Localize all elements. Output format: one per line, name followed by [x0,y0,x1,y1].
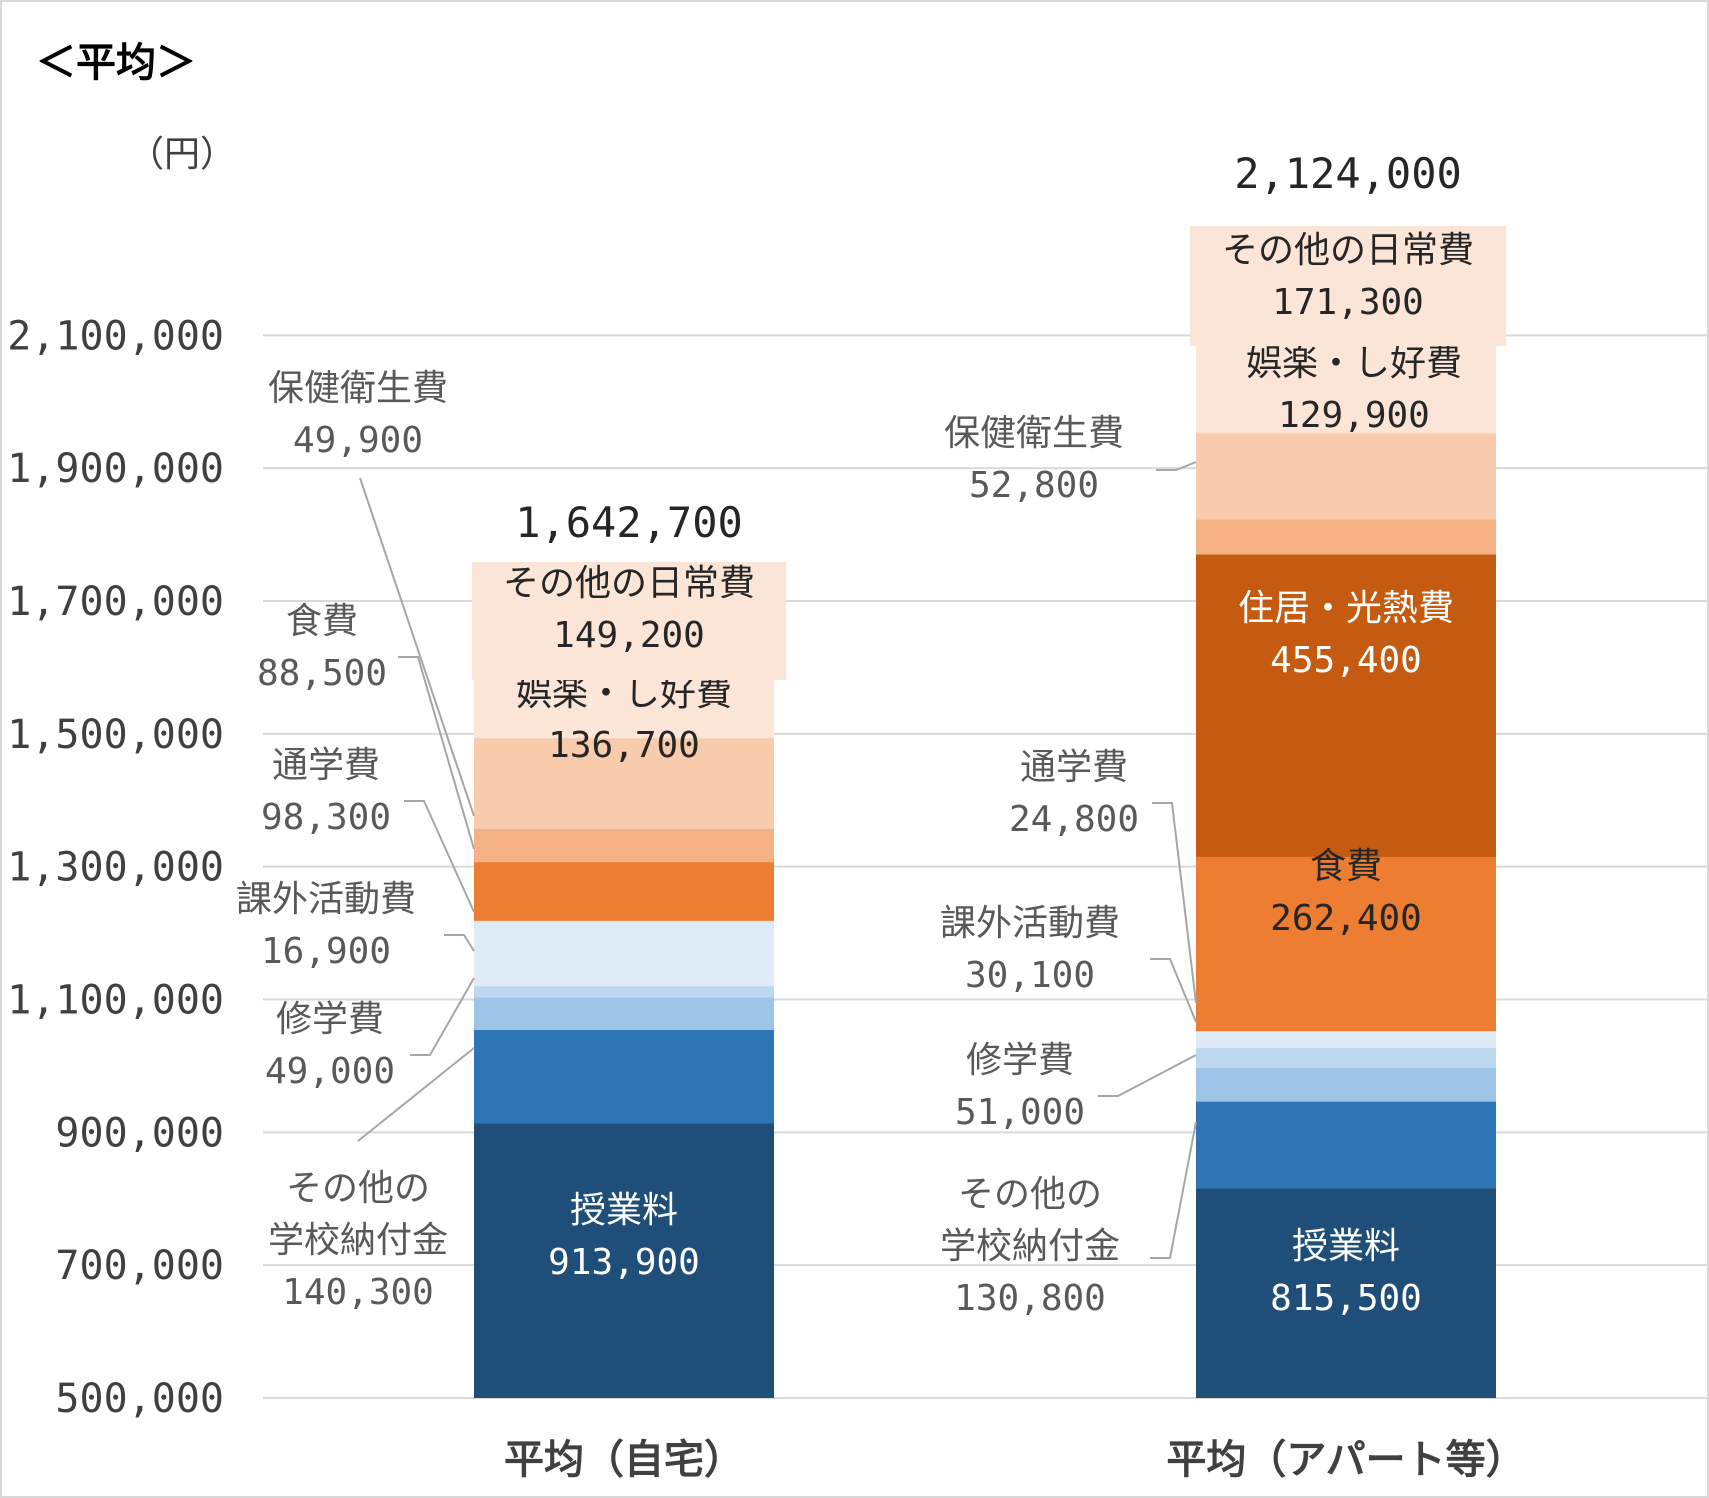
bar-segment [1196,519,1496,555]
x-axis-categories: 平均（自宅） 平均（アパート等） [504,1437,1526,1483]
data-label: 修学費 [276,999,384,1040]
data-label: 保健衛生費 [268,368,448,409]
data-label-box [1190,226,1506,346]
y-tick-label: 1,500,000 [7,712,224,758]
unit-label: （円） [128,134,236,175]
callout-leaders [357,461,1197,1259]
bar-segment [474,862,774,921]
data-label: 136,700 [548,725,700,766]
leader-line [1156,461,1197,471]
y-tick-label: 1,100,000 [7,978,224,1024]
bar-segment [474,920,774,987]
data-label: 52,800 [969,465,1099,506]
data-label: 学校納付金 [268,1220,448,1261]
data-label: 129,900 [1278,395,1430,436]
leader-line [1098,1054,1197,1097]
x-category-label: 平均（自宅） [504,1437,744,1483]
data-label: 食費 [1310,846,1382,887]
y-axis-ticks: 500,000 700,000 900,000 1,100,000 1,300,000 1… [7,313,224,1422]
bar-segment [1196,1047,1496,1068]
leader-line [410,977,475,1056]
y-tick-label: 2,100,000 [7,313,224,359]
data-label: 140,300 [282,1272,434,1313]
y-tick-label: 900,000 [55,1110,224,1156]
data-label: 49,000 [265,1051,395,1092]
data-label: 保健衛生費 [944,413,1124,454]
data-label: 913,900 [548,1242,700,1283]
bar-segment [1196,554,1496,857]
data-label: 24,800 [1009,799,1139,840]
chart-title: ＜平均＞ [36,40,196,86]
bar-segment [474,997,774,1030]
bar-segment [1196,1031,1496,1048]
bar-segment [1196,856,1496,1032]
bar-stacks [474,319,1496,1398]
bar-segment [474,828,774,863]
data-label: 30,100 [965,955,1095,996]
total-labels: 1,642,700 2,124,000 [515,149,1462,547]
bar-segment [474,986,774,998]
data-label: 通学費 [272,745,380,786]
y-tick-label: 500,000 [55,1376,224,1422]
data-label: 課外活動費 [940,903,1120,944]
y-tick-label: 1,700,000 [7,579,224,625]
data-label: 娯楽・し好費 [1246,343,1462,384]
y-tick-label: 1,300,000 [7,845,224,891]
data-label: 通学費 [1020,747,1128,788]
data-label: 住居・光熱費 [1238,588,1454,629]
data-label: 149,200 [553,615,705,656]
data-label: 130,800 [954,1278,1106,1319]
bar-segment [474,1029,774,1124]
total-label: 1,642,700 [515,498,743,547]
data-label: その他の [286,1168,430,1209]
data-label: 815,500 [1270,1278,1422,1319]
bar-segment [1196,1101,1496,1189]
total-label: 2,124,000 [1234,149,1462,198]
bar-segment [1196,1188,1496,1398]
data-label: その他の [958,1174,1102,1215]
data-label-box [472,562,786,680]
data-label: 食費 [286,601,358,642]
data-label: 授業料 [1292,1226,1400,1267]
leader-line [359,477,475,817]
data-label: 学校納付金 [940,1226,1120,1267]
leader-line [1150,1121,1197,1259]
data-label: 16,900 [261,931,391,972]
leader-line [1150,958,1197,1023]
data-label: 88,500 [257,653,387,694]
data-label: 49,900 [293,420,423,461]
y-tick-label: 1,900,000 [7,446,224,492]
leader-line [357,1047,475,1142]
data-label: 授業料 [570,1190,678,1231]
data-label: 262,400 [1270,898,1422,939]
bar-segment [1196,1067,1496,1102]
data-labels: 授業料 913,900 娯楽・し好費 136,700 その他の日常費 149,200 保健衛… [236,226,1506,1319]
x-category-label: 平均（アパート等） [1166,1437,1525,1483]
leader-line [398,656,475,850]
data-label: 51,000 [955,1092,1085,1133]
data-label: 課外活動費 [236,879,416,920]
bar-segment [474,738,774,829]
data-label: その他の日常費 [503,563,755,604]
data-label: 455,400 [1270,640,1422,681]
leader-line [1152,802,1197,1004]
bar-segment [1196,433,1496,520]
data-label: 98,300 [261,797,391,838]
bar-segment [474,1123,774,1398]
data-label: その他の日常費 [1222,230,1474,271]
leader-line [444,934,475,952]
y-tick-label: 700,000 [55,1243,224,1289]
data-label: 修学費 [966,1040,1074,1081]
leader-line [404,800,475,913]
data-label: 171,300 [1272,282,1424,323]
